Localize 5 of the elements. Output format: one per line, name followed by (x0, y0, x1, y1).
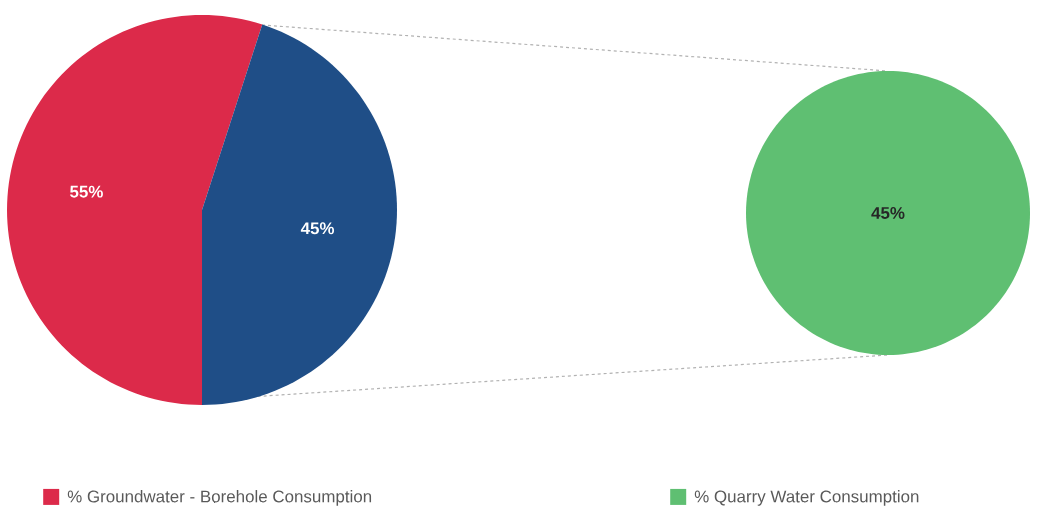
data-label: 55% (70, 185, 103, 198)
legend-label: % Quarry Water Consumption (694, 490, 919, 506)
data-label: 45% (871, 207, 905, 219)
legend-label: % Groundwater - Borehole Consumption (67, 490, 372, 506)
data-label: 45% (300, 222, 335, 235)
